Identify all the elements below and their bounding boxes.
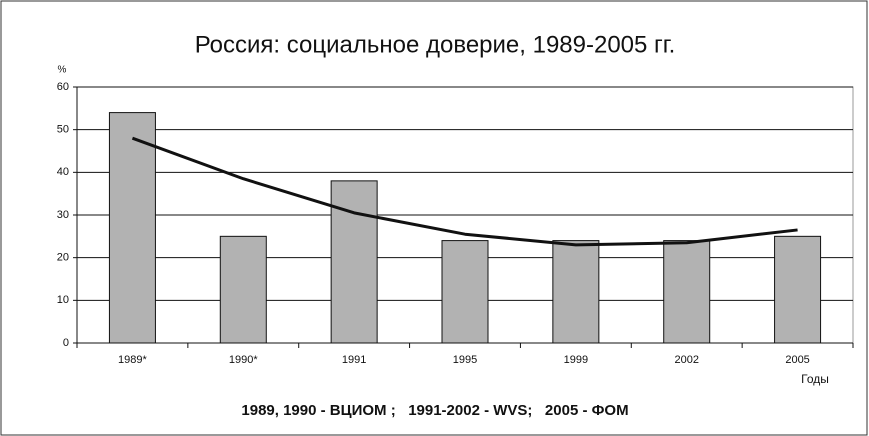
y-tick-label: 0 <box>63 337 69 349</box>
bar <box>330 180 378 344</box>
x-tick-label: 1989* <box>118 354 147 366</box>
x-tick-label: 1995 <box>453 354 477 366</box>
bar <box>663 240 711 344</box>
y-tick-label: 40 <box>57 166 69 178</box>
chart-title: Россия: социальное доверие, 1989-2005 гг… <box>195 31 676 58</box>
bar <box>441 240 489 344</box>
y-tick-label: 60 <box>57 81 69 93</box>
x-tick-label: 2005 <box>785 354 809 366</box>
x-axis-label: Годы <box>801 372 829 386</box>
y-tick-label: 10 <box>57 294 69 306</box>
bar <box>774 235 822 344</box>
y-tick-label: 20 <box>57 252 69 264</box>
source-note: 1989, 1990 - ВЦИОМ ; 1991-2002 - WVS; 20… <box>241 402 628 419</box>
x-tick-label: 1990* <box>229 354 258 366</box>
y-tick-label: 30 <box>57 209 69 221</box>
y-axis-label: % <box>58 65 67 76</box>
trend-line <box>131 136 798 247</box>
x-tick-label: 2002 <box>674 354 698 366</box>
bar <box>552 240 600 344</box>
x-tick-label: 1991 <box>342 354 366 366</box>
bar <box>219 235 267 344</box>
bar <box>108 112 156 344</box>
x-tick-label: 1999 <box>564 354 588 366</box>
y-tick-label: 50 <box>57 124 69 136</box>
